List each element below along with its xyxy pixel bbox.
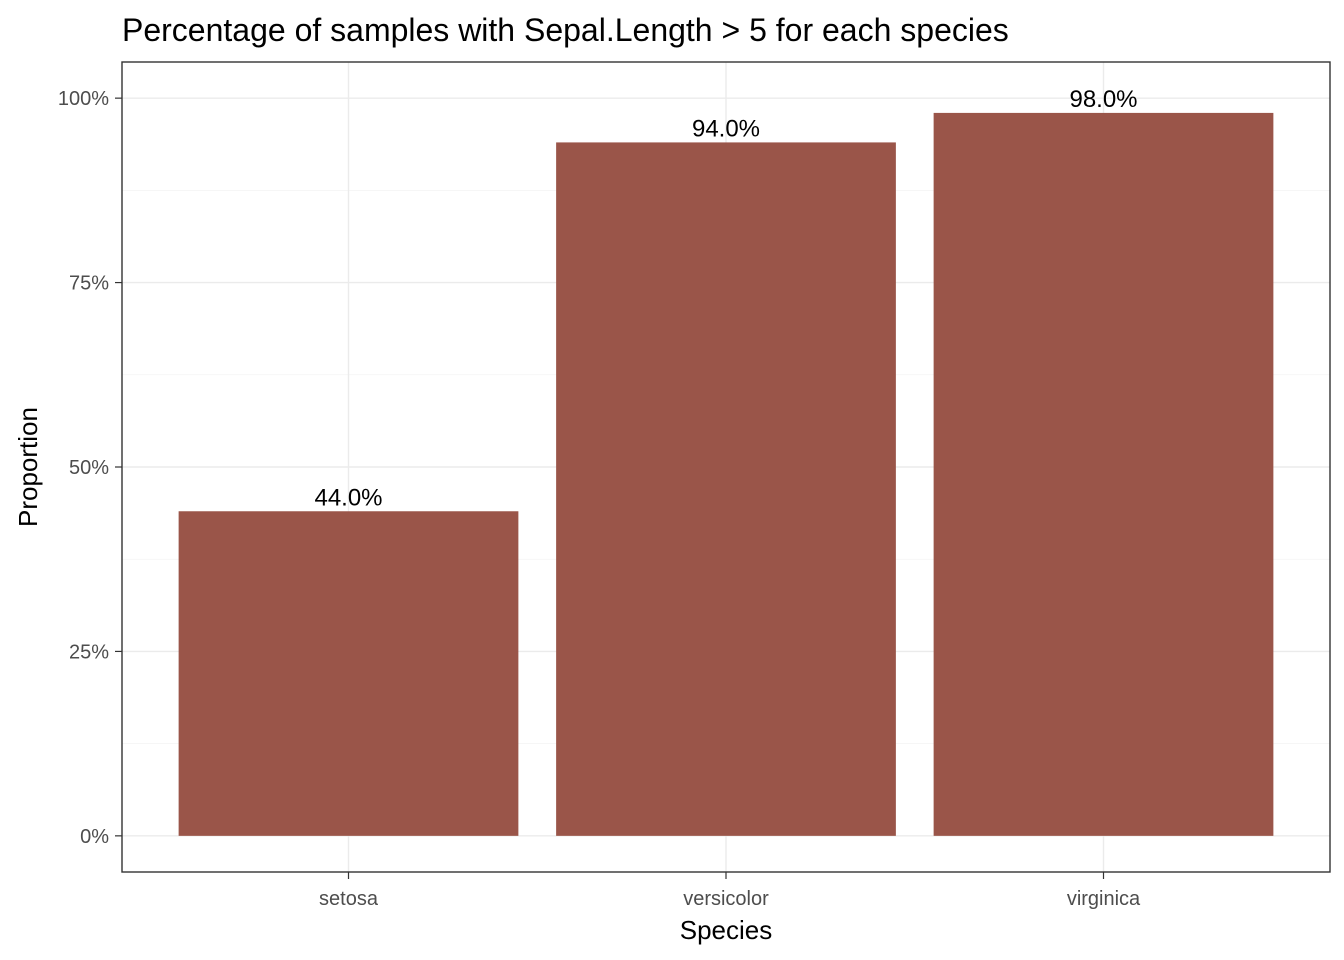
y-axis: 0% 25% 50% 75% 100% — [58, 88, 122, 848]
y-tick-label: 75% — [69, 273, 109, 295]
bars — [178, 112, 1274, 836]
x-tick-label: virginica — [1067, 888, 1141, 910]
x-axis-title: Species — [680, 915, 773, 945]
chart-title: Percentage of samples with Sepal.Length … — [122, 12, 1009, 48]
y-tick-label: 25% — [69, 641, 109, 663]
plot-panel: 44.0% 94.0% 98.0% — [121, 61, 1331, 873]
bar-virginica — [933, 112, 1274, 836]
bar-setosa — [178, 511, 519, 836]
bar-versicolor — [556, 142, 896, 836]
data-label-virginica: 98.0% — [1069, 86, 1137, 113]
data-labels: 44.0% 94.0% 98.0% — [314, 86, 1137, 511]
x-tick-label: versicolor — [683, 888, 769, 910]
y-tick-label: 50% — [69, 457, 109, 479]
x-tick-label: setosa — [319, 888, 379, 910]
y-axis-title: Proportion — [13, 407, 43, 527]
data-label-setosa: 44.0% — [314, 484, 382, 511]
y-tick-label: 100% — [58, 88, 109, 110]
x-axis: setosa versicolor virginica — [319, 872, 1141, 910]
data-label-versicolor: 94.0% — [692, 115, 760, 142]
y-tick-label: 0% — [80, 826, 109, 848]
